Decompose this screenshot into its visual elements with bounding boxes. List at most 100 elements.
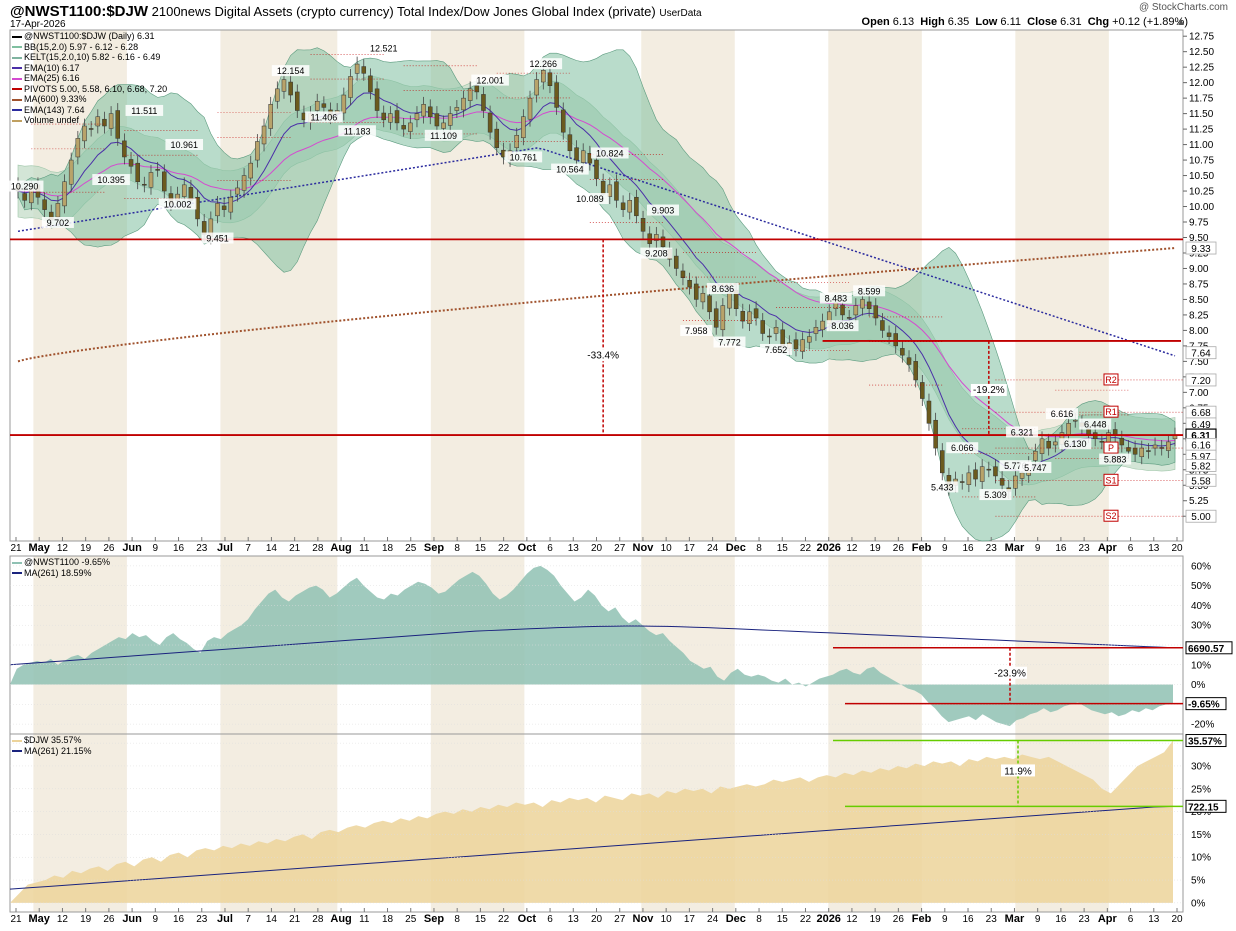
scroll-up-icon[interactable]: ▲ [1176, 17, 1186, 28]
main-x-label: 28 [312, 543, 324, 554]
candle [780, 329, 785, 347]
main-x-label: Nov [633, 542, 655, 554]
candle [128, 159, 134, 167]
bottom-x-label: 6 [1128, 914, 1134, 925]
main-x-label: 16 [962, 543, 974, 554]
price-annotation-bg [760, 343, 793, 355]
bottom-x-label: 11 [359, 914, 370, 925]
ema10-line [17, 92, 1176, 472]
candle [674, 255, 679, 269]
measure-bg [1001, 764, 1035, 777]
price-annotation: 9.208 [645, 249, 668, 259]
price-annotation-bg [41, 216, 74, 228]
price-annotation-bg [201, 232, 234, 244]
candle [1166, 441, 1171, 451]
main-x-label: 23 [986, 543, 998, 554]
candle [760, 320, 765, 334]
candle [162, 171, 167, 192]
bottom-x-label: 23 [1079, 914, 1091, 925]
main-x-label: 22 [498, 543, 510, 554]
candle [374, 88, 380, 111]
legend-swatch [12, 109, 22, 112]
bottom-x-label: 22 [800, 914, 812, 925]
bottom-x-label: 2026 [816, 913, 840, 925]
price-annotation-bg [364, 42, 403, 54]
candle [1039, 438, 1045, 454]
high-label: High [920, 16, 945, 28]
candle [979, 466, 985, 482]
candle [75, 138, 81, 158]
candle [880, 320, 885, 331]
candle [567, 134, 573, 152]
y-tick-label: 12.00 [1189, 78, 1214, 89]
price-tag [1185, 241, 1217, 255]
candle [873, 305, 879, 319]
price-annotation-bg [158, 198, 197, 210]
bottom-x-label: 18 [382, 914, 394, 925]
main-x-label: 20 [591, 543, 603, 554]
candle [700, 292, 706, 303]
candle [321, 103, 327, 108]
close-label: Close [1027, 16, 1058, 28]
bottom-x-label: 16 [962, 914, 974, 925]
bottom-x-label: 20 [1171, 914, 1183, 925]
bottom-x-label: 16 [1055, 914, 1067, 925]
price-annotation: 10.824 [596, 148, 624, 158]
price-annotation: 7.958 [685, 326, 708, 336]
bottom-x-label: Apr [1098, 913, 1118, 925]
price-annotation-bg [853, 285, 886, 297]
candle [767, 335, 772, 338]
candle [361, 66, 367, 74]
price-annotation-bg [271, 65, 310, 77]
legend-item: @NWST1100:$DJW (Daily) 6.31 [12, 31, 167, 42]
legend-swatch [12, 561, 22, 564]
candle [255, 141, 260, 161]
candle [381, 112, 386, 121]
price-annotation: 12.521 [370, 43, 398, 53]
price-annotation: 10.290 [11, 182, 39, 192]
legend-swatch [12, 98, 22, 101]
candle [1013, 475, 1018, 489]
area-series [10, 565, 1173, 727]
bottom-x-label: Mar [1005, 913, 1025, 925]
main-x-label: 25 [405, 543, 417, 554]
candle [1046, 441, 1051, 449]
bottom-x-label: 9 [153, 914, 159, 925]
main-x-label: Dec [726, 542, 746, 554]
candle [893, 333, 898, 347]
price-annotation-bg [338, 125, 376, 137]
candle [108, 113, 114, 129]
main-x-label: 17 [684, 543, 696, 554]
candle [228, 196, 234, 213]
y-tick-label: 8.75 [1189, 279, 1209, 290]
price-annotation: 10.761 [510, 152, 538, 162]
y-tick-label: 7.50 [1189, 357, 1209, 368]
y-tick-label: -20% [1191, 720, 1214, 731]
chart-title: @NWST1100:$DJW 2100news Digital Assets (… [10, 3, 702, 20]
candle [481, 94, 486, 111]
candle [368, 75, 373, 93]
candle [580, 150, 586, 163]
candle [487, 112, 493, 133]
candle [421, 104, 426, 117]
candle [687, 279, 692, 288]
candle [660, 236, 666, 248]
legend-swatch [12, 46, 22, 49]
bottom-x-label: 9 [942, 914, 948, 925]
candle [747, 311, 752, 324]
legend-text: EMA(25) 6.16 [24, 73, 80, 83]
candle [720, 305, 726, 331]
legend-text: BB(15,2.0) 5.97 - 6.12 - 6.28 [24, 41, 139, 52]
bottom-x-label: 21 [289, 914, 301, 925]
price-annotation-bg [1006, 426, 1039, 438]
value-tag [1185, 799, 1227, 813]
price-tag-label: 5.82 [1191, 461, 1211, 472]
y-tick-label: 10.50 [1189, 171, 1214, 182]
main-x-label: May [29, 542, 51, 554]
main-x-label: 12 [57, 543, 69, 554]
legend-text: PIVOTS 5.00, 5.58, 6.10, 6.68, 7.20 [24, 83, 168, 94]
candle [434, 113, 440, 127]
legend-main: @NWST1100:$DJW (Daily) 6.31 BB(15,2.0) 5.… [12, 31, 167, 126]
candle [693, 283, 699, 300]
